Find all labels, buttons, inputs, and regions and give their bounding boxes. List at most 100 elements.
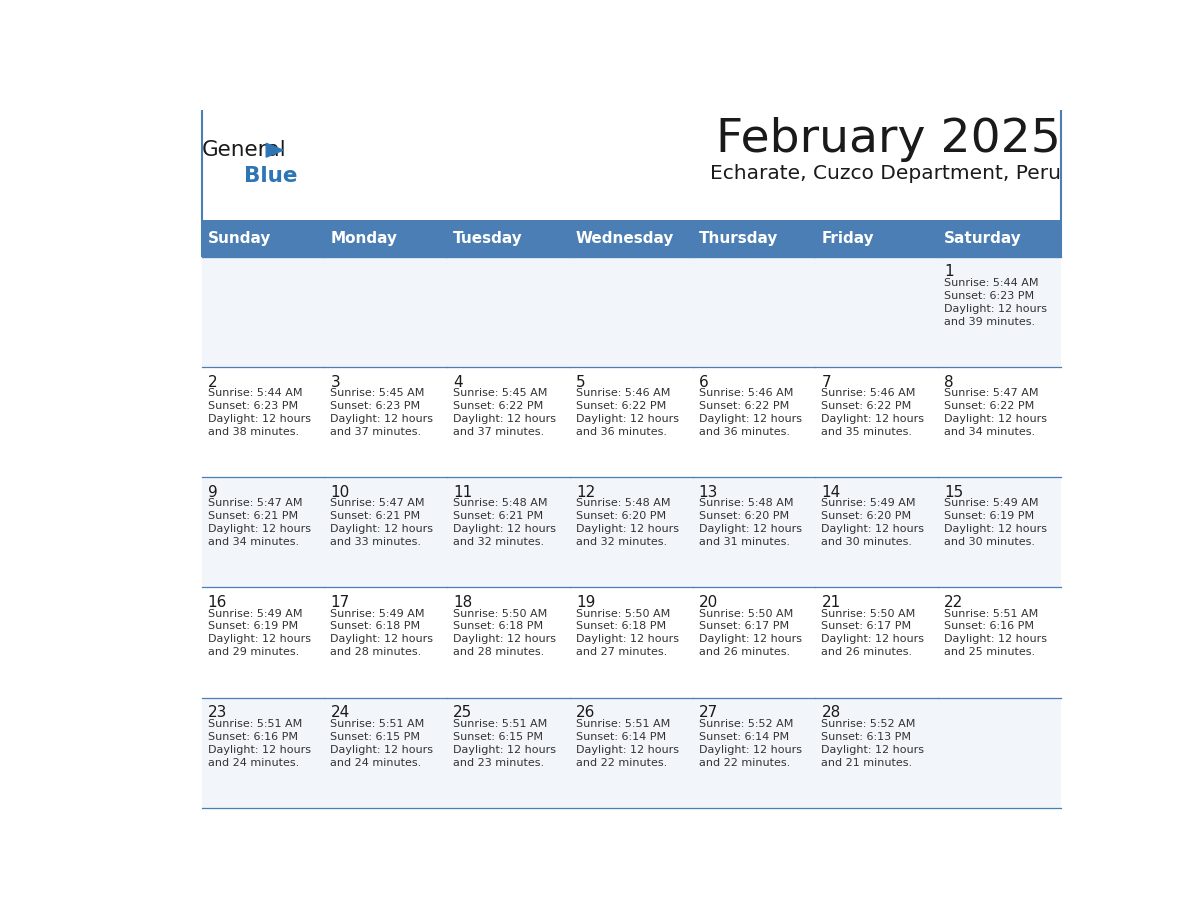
- Text: and 24 minutes.: and 24 minutes.: [208, 757, 299, 767]
- Text: Sunrise: 5:45 AM: Sunrise: 5:45 AM: [330, 388, 425, 398]
- Text: Daylight: 12 hours: Daylight: 12 hours: [576, 744, 678, 755]
- Text: Daylight: 12 hours: Daylight: 12 hours: [944, 634, 1047, 644]
- Bar: [939, 219, 1061, 257]
- Text: Daylight: 12 hours: Daylight: 12 hours: [330, 524, 434, 534]
- Text: Daylight: 12 hours: Daylight: 12 hours: [699, 524, 802, 534]
- Text: Daylight: 12 hours: Daylight: 12 hours: [821, 634, 924, 644]
- Bar: [570, 588, 693, 698]
- Bar: [202, 698, 324, 808]
- Text: 15: 15: [944, 485, 963, 499]
- Text: 22: 22: [944, 595, 963, 610]
- Bar: [693, 477, 815, 588]
- Text: 12: 12: [576, 485, 595, 499]
- Text: and 23 minutes.: and 23 minutes.: [453, 757, 544, 767]
- Text: Sunset: 6:13 PM: Sunset: 6:13 PM: [821, 732, 911, 742]
- Text: Daylight: 12 hours: Daylight: 12 hours: [576, 414, 678, 424]
- Text: and 37 minutes.: and 37 minutes.: [330, 427, 422, 437]
- Text: Daylight: 12 hours: Daylight: 12 hours: [576, 524, 678, 534]
- Text: Sunset: 6:23 PM: Sunset: 6:23 PM: [330, 401, 421, 411]
- Text: Friday: Friday: [821, 230, 874, 246]
- Text: and 26 minutes.: and 26 minutes.: [699, 647, 790, 657]
- Text: Sunset: 6:22 PM: Sunset: 6:22 PM: [576, 401, 666, 411]
- Text: 20: 20: [699, 595, 718, 610]
- Text: Sunrise: 5:51 AM: Sunrise: 5:51 AM: [944, 609, 1038, 619]
- Text: 28: 28: [821, 705, 841, 721]
- Text: 21: 21: [821, 595, 841, 610]
- Text: Sunset: 6:18 PM: Sunset: 6:18 PM: [453, 621, 543, 632]
- Text: Sunset: 6:19 PM: Sunset: 6:19 PM: [208, 621, 298, 632]
- Text: Daylight: 12 hours: Daylight: 12 hours: [821, 524, 924, 534]
- Text: Saturday: Saturday: [944, 230, 1022, 246]
- Text: Sunrise: 5:44 AM: Sunrise: 5:44 AM: [208, 388, 302, 398]
- Bar: [202, 0, 1061, 257]
- Bar: [202, 588, 324, 698]
- Bar: [693, 367, 815, 477]
- Text: and 39 minutes.: and 39 minutes.: [944, 317, 1036, 327]
- Text: Monday: Monday: [330, 230, 398, 246]
- Text: Echarate, Cuzco Department, Peru: Echarate, Cuzco Department, Peru: [710, 163, 1061, 183]
- Bar: [324, 477, 447, 588]
- Text: and 25 minutes.: and 25 minutes.: [944, 647, 1036, 657]
- Text: and 32 minutes.: and 32 minutes.: [453, 537, 544, 547]
- Text: 5: 5: [576, 375, 586, 389]
- Text: 18: 18: [453, 595, 473, 610]
- Text: Sunset: 6:18 PM: Sunset: 6:18 PM: [576, 621, 666, 632]
- Bar: [447, 257, 570, 367]
- Text: 19: 19: [576, 595, 595, 610]
- Text: Daylight: 12 hours: Daylight: 12 hours: [208, 744, 310, 755]
- Text: 2: 2: [208, 375, 217, 389]
- Polygon shape: [266, 143, 283, 157]
- Bar: [815, 477, 939, 588]
- Text: Daylight: 12 hours: Daylight: 12 hours: [821, 414, 924, 424]
- Text: Sunrise: 5:49 AM: Sunrise: 5:49 AM: [821, 498, 916, 509]
- Text: Daylight: 12 hours: Daylight: 12 hours: [699, 634, 802, 644]
- Text: Sunset: 6:23 PM: Sunset: 6:23 PM: [208, 401, 298, 411]
- Bar: [815, 219, 939, 257]
- Text: 6: 6: [699, 375, 708, 389]
- Text: and 21 minutes.: and 21 minutes.: [821, 757, 912, 767]
- Text: Wednesday: Wednesday: [576, 230, 675, 246]
- Bar: [939, 257, 1061, 367]
- Text: Daylight: 12 hours: Daylight: 12 hours: [944, 414, 1047, 424]
- Text: Daylight: 12 hours: Daylight: 12 hours: [330, 414, 434, 424]
- Text: Sunrise: 5:47 AM: Sunrise: 5:47 AM: [208, 498, 302, 509]
- Bar: [324, 698, 447, 808]
- Bar: [693, 588, 815, 698]
- Text: Daylight: 12 hours: Daylight: 12 hours: [330, 744, 434, 755]
- Text: and 36 minutes.: and 36 minutes.: [699, 427, 790, 437]
- Text: 24: 24: [330, 705, 349, 721]
- Text: Sunrise: 5:46 AM: Sunrise: 5:46 AM: [821, 388, 916, 398]
- Text: Sunset: 6:21 PM: Sunset: 6:21 PM: [208, 511, 298, 521]
- Text: and 26 minutes.: and 26 minutes.: [821, 647, 912, 657]
- Bar: [570, 477, 693, 588]
- Bar: [324, 257, 447, 367]
- Text: and 27 minutes.: and 27 minutes.: [576, 647, 668, 657]
- Text: 1: 1: [944, 264, 954, 279]
- Text: Thursday: Thursday: [699, 230, 778, 246]
- Text: and 31 minutes.: and 31 minutes.: [699, 537, 790, 547]
- Text: Sunrise: 5:47 AM: Sunrise: 5:47 AM: [330, 498, 425, 509]
- Text: Sunrise: 5:51 AM: Sunrise: 5:51 AM: [576, 719, 670, 729]
- Text: February 2025: February 2025: [716, 117, 1061, 162]
- Text: Sunset: 6:16 PM: Sunset: 6:16 PM: [944, 621, 1035, 632]
- Text: 26: 26: [576, 705, 595, 721]
- Text: Daylight: 12 hours: Daylight: 12 hours: [208, 414, 310, 424]
- Text: 17: 17: [330, 595, 349, 610]
- Bar: [324, 367, 447, 477]
- Text: Daylight: 12 hours: Daylight: 12 hours: [453, 744, 556, 755]
- Text: General: General: [202, 140, 286, 161]
- Text: 13: 13: [699, 485, 718, 499]
- Text: Daylight: 12 hours: Daylight: 12 hours: [208, 524, 310, 534]
- Text: and 34 minutes.: and 34 minutes.: [208, 537, 299, 547]
- Text: Sunset: 6:14 PM: Sunset: 6:14 PM: [576, 732, 666, 742]
- Bar: [815, 367, 939, 477]
- Bar: [570, 219, 693, 257]
- Bar: [447, 219, 570, 257]
- Text: Sunset: 6:14 PM: Sunset: 6:14 PM: [699, 732, 789, 742]
- Bar: [815, 588, 939, 698]
- Text: Sunrise: 5:51 AM: Sunrise: 5:51 AM: [453, 719, 548, 729]
- Text: Sunset: 6:17 PM: Sunset: 6:17 PM: [821, 621, 911, 632]
- Text: 4: 4: [453, 375, 463, 389]
- Text: Sunset: 6:19 PM: Sunset: 6:19 PM: [944, 511, 1035, 521]
- Text: Sunset: 6:22 PM: Sunset: 6:22 PM: [944, 401, 1035, 411]
